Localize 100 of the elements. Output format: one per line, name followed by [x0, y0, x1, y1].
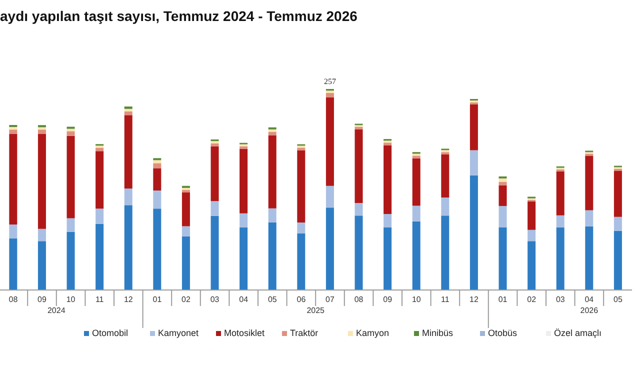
bar: [124, 106, 132, 109]
bar: [182, 236, 190, 290]
chart-title: aydı yapılan taşıt sayısı, Temmuz 2024 - Temmuz 2026: [0, 8, 358, 24]
bar: [182, 190, 190, 193]
bar: [240, 213, 248, 228]
legend-label: Kamyon: [356, 328, 390, 338]
bar: [585, 210, 594, 226]
bar: [556, 215, 564, 228]
bar: [210, 216, 219, 290]
bar: [441, 198, 450, 216]
bar: [498, 185, 507, 206]
bar: [297, 234, 306, 290]
legend-label: Otobüs: [488, 328, 518, 338]
bar: [441, 154, 450, 198]
bar: [153, 168, 162, 191]
bar: [614, 216, 622, 231]
bar: [66, 232, 75, 290]
bar: [614, 170, 622, 217]
bar: [153, 190, 162, 209]
x-tick-label: 08: [8, 295, 18, 304]
legend-label: Minibüs: [422, 328, 454, 338]
bar: [354, 129, 363, 203]
bar: [38, 134, 46, 229]
bar: [528, 241, 536, 290]
legend-label: Traktör: [290, 328, 318, 338]
bar: [96, 208, 104, 224]
bar: [182, 226, 190, 237]
bar: [528, 202, 536, 230]
bar: [66, 131, 75, 136]
x-tick-label: 01: [152, 295, 162, 304]
bar: [268, 135, 276, 208]
bar: [9, 126, 18, 130]
bar: [326, 93, 334, 98]
bar: [268, 129, 276, 132]
bar: [268, 208, 276, 222]
bar: [441, 152, 450, 155]
bar: [412, 158, 420, 206]
bar: [210, 201, 219, 216]
bar: [556, 227, 564, 290]
bar: [412, 156, 420, 158]
x-tick-label: 01: [498, 295, 508, 304]
bar: [412, 221, 420, 290]
bar: [124, 205, 132, 290]
bar: [297, 222, 306, 234]
bar: [384, 214, 392, 228]
bar: [124, 112, 132, 116]
x-tick-label: 09: [383, 295, 393, 304]
bar: [498, 182, 507, 186]
bar: [268, 222, 276, 290]
x-tick-label: 05: [268, 295, 278, 304]
bar: [38, 241, 46, 290]
bar: [326, 208, 334, 290]
x-tick-label: 12: [124, 295, 134, 304]
bar: [124, 115, 132, 188]
bar: [240, 148, 248, 214]
bar: [412, 206, 420, 222]
bar: [38, 228, 46, 242]
x-tick-label: 08: [354, 295, 364, 304]
x-tick-label: 11: [441, 295, 450, 304]
bar: [153, 163, 162, 168]
x-tick-label: 02: [527, 295, 537, 304]
bar: [556, 171, 564, 216]
bar: [297, 150, 306, 222]
bar: [585, 226, 594, 290]
bar: [326, 186, 334, 208]
bar: [498, 178, 507, 182]
text: 2026: [579, 306, 600, 315]
bar: [38, 127, 46, 130]
legend-label: Otomobil: [92, 328, 128, 338]
x-tick-label: 10: [66, 295, 76, 304]
bar: [124, 188, 132, 206]
bar: [470, 175, 478, 290]
text: 257: [324, 77, 336, 86]
bar: [470, 104, 478, 150]
x-tick-label: 03: [556, 295, 566, 304]
bar: [9, 130, 18, 134]
bar: [96, 151, 104, 209]
bar: [66, 218, 75, 232]
bar: [9, 238, 18, 290]
x-tick-label: 07: [326, 295, 335, 304]
x-tick-label: 04: [239, 295, 249, 304]
text: 2025: [306, 306, 326, 315]
bar: [38, 130, 46, 134]
bar: [354, 216, 363, 290]
bar: [66, 136, 75, 218]
bar: [354, 202, 363, 216]
legend-label: Özel amaçlı: [554, 328, 602, 338]
bar: [297, 148, 306, 150]
bar: [498, 206, 507, 228]
bar: [210, 143, 219, 146]
bar: [441, 216, 450, 290]
text: 2024: [46, 306, 66, 315]
bar: [384, 145, 392, 214]
bar: [585, 156, 594, 210]
bar: [614, 230, 622, 290]
x-tick-label: 11: [95, 295, 104, 304]
bar: [153, 208, 162, 290]
x-tick-label: 03: [210, 295, 220, 304]
bar: [210, 146, 219, 202]
bar: [153, 160, 162, 164]
